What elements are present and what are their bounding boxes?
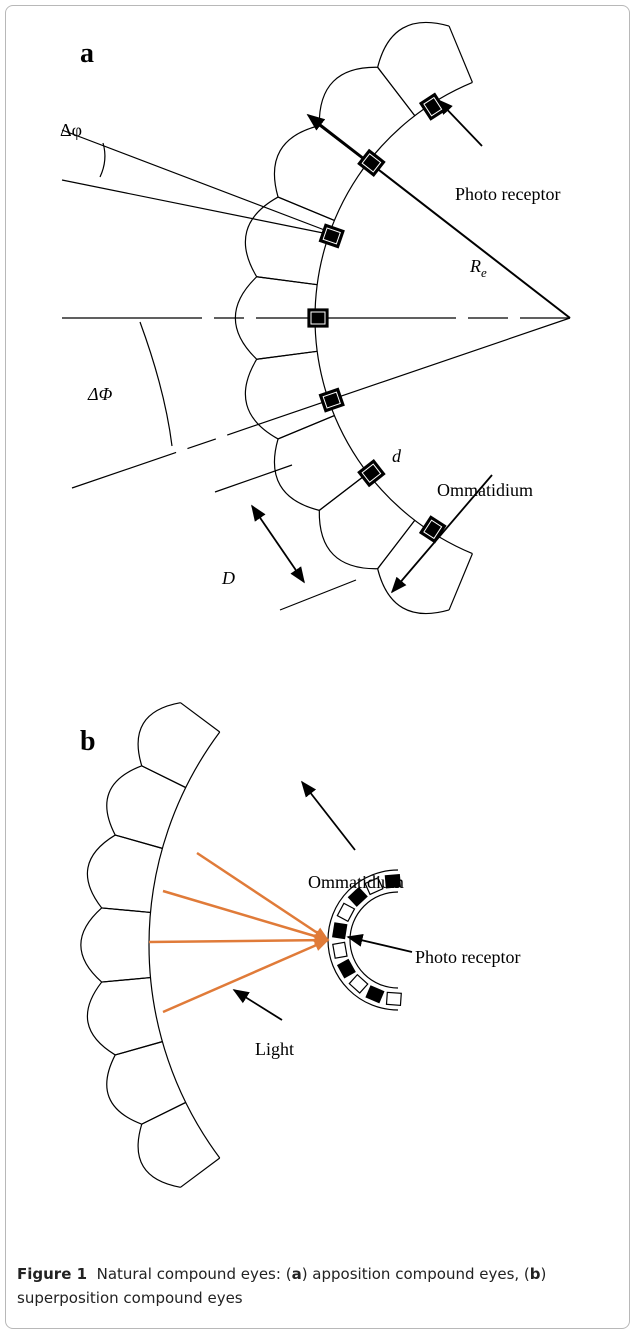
- photo-receptor: [366, 986, 384, 1003]
- ommatidium-wall: [449, 554, 472, 610]
- pointer-arrow: [234, 990, 282, 1020]
- ommatidium-wall: [278, 416, 334, 439]
- caption-text: ) apposition compound eyes, (: [302, 1265, 530, 1283]
- symbol-label: D: [221, 568, 235, 588]
- ommatidium-wall: [278, 197, 334, 220]
- ommatidium-lens: [274, 126, 319, 197]
- dimension-line: [215, 465, 292, 492]
- pointer-arrow: [438, 100, 482, 146]
- annotation: Ommatidium: [437, 480, 533, 500]
- symbol-label: d: [392, 446, 402, 466]
- ommatidium-lens: [107, 1055, 142, 1124]
- ommatidium-lens: [319, 510, 377, 568]
- photo-receptor: [349, 975, 367, 993]
- ommatidium-wall: [378, 520, 415, 568]
- ommatidium-lens: [107, 766, 142, 835]
- photo-receptor: [333, 923, 347, 939]
- pointer-arrow: [348, 937, 412, 952]
- photo-receptor: [319, 224, 344, 248]
- caption-text: a: [292, 1265, 302, 1283]
- annotation: Ommatidium: [308, 872, 404, 892]
- caption-text: Natural compound eyes: (: [97, 1265, 292, 1283]
- ommatidium-wall: [102, 908, 151, 912]
- ommatidium-wall: [115, 1042, 162, 1055]
- ommatidium-lens: [87, 982, 115, 1055]
- figure-caption: Figure 1 Natural compound eyes: (a) appo…: [17, 1262, 622, 1310]
- caption-label: Figure 1: [17, 1265, 87, 1283]
- panel-label: b: [80, 726, 96, 757]
- ommatidium-lens: [245, 197, 278, 277]
- ray-line: [62, 180, 338, 236]
- page: {"panel_a": {"label": "a", "delta_phi_sm…: [0, 0, 637, 1336]
- photo-receptor: [338, 960, 355, 978]
- ray-line: [62, 130, 335, 234]
- annotation: Photo receptor: [415, 947, 520, 967]
- panel-label: a: [80, 38, 94, 69]
- light-ray: [163, 940, 328, 1012]
- photo-receptor: [319, 388, 344, 412]
- ommatidium-lens: [274, 439, 319, 510]
- ommatidium-wall: [180, 1158, 219, 1187]
- radius-arrow: [308, 115, 570, 318]
- annotation: Light: [255, 1039, 294, 1059]
- light-ray: [197, 853, 328, 940]
- caption-text: b: [530, 1265, 541, 1283]
- photo-receptor: [333, 942, 347, 958]
- ommatidium-wall: [142, 766, 186, 788]
- axis-line: [72, 318, 570, 488]
- angle-arc: [100, 143, 105, 177]
- dimension-line: [280, 580, 356, 610]
- dimension-arrow: [252, 506, 304, 582]
- angle-arc: [140, 322, 172, 446]
- figure: a Δφ Photo receptor Re ΔΦ d Ommatidium D…: [0, 0, 637, 1250]
- ommatidium-lens: [319, 67, 377, 125]
- ommatidium-wall: [180, 703, 219, 732]
- subscript: e: [481, 265, 487, 280]
- pointer-arrow: [302, 782, 355, 850]
- symbol-label: ΔΦ: [87, 384, 113, 404]
- ommatidium-lens: [138, 703, 180, 766]
- ommatidium-wall: [319, 126, 367, 163]
- ommatidium-wall: [449, 26, 472, 82]
- ommatidium-lens: [378, 569, 449, 614]
- photo-receptor: [386, 992, 401, 1005]
- annotation: Photo receptor: [455, 184, 560, 204]
- inner-arc: [149, 732, 220, 1158]
- ommatidium-wall: [378, 67, 415, 115]
- ommatidium-wall: [142, 1102, 186, 1124]
- ommatidium-wall: [102, 978, 151, 982]
- ommatidium-lens: [81, 908, 102, 982]
- ommatidium-lens: [378, 22, 449, 67]
- ommatidium-lens: [87, 835, 115, 908]
- light-ray: [149, 940, 328, 942]
- ommatidium-wall: [115, 835, 162, 848]
- symbol-label: Re: [469, 256, 487, 280]
- symbol: R: [469, 256, 481, 276]
- symbol-label: Δφ: [60, 120, 82, 140]
- ommatidium-wall: [319, 473, 367, 510]
- light-ray: [163, 891, 328, 940]
- ommatidium-lens: [138, 1124, 180, 1187]
- photo-receptor: [337, 903, 354, 921]
- ommatidium-wall: [257, 351, 317, 359]
- ommatidium-wall: [257, 277, 317, 285]
